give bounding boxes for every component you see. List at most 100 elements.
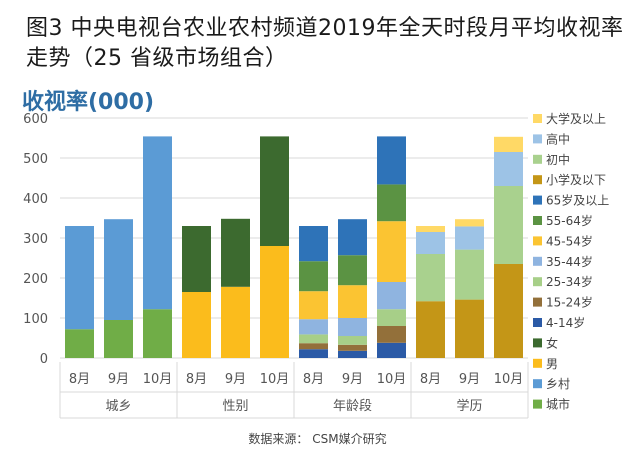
bar-segment: [377, 184, 406, 222]
bar-segment: [182, 226, 211, 292]
legend-swatch: [533, 277, 542, 287]
bar-segment: [221, 286, 250, 358]
bar-segment: [65, 329, 94, 358]
legend-label: 初中: [546, 152, 570, 167]
bar-segment: [455, 249, 484, 300]
y-tick-label: 0: [40, 352, 48, 367]
legend-swatch: [533, 358, 542, 368]
x-tick-label: 10月: [377, 372, 407, 387]
legend-swatch: [533, 134, 542, 144]
bar-segment: [299, 334, 328, 344]
bar-segment: [182, 292, 211, 358]
bar-segment: [104, 320, 133, 358]
legend-label: 小学及以下: [546, 172, 606, 187]
legend-label: 4-14岁: [546, 315, 585, 330]
legend-swatch: [533, 216, 542, 225]
chart-title: 图3 中央电视台农业农村频道2019年全天时段月平均收视率走势（25 省级市场组…: [26, 16, 624, 71]
group-label: 性别: [222, 399, 248, 414]
bar-segment: [377, 136, 406, 185]
y-axis-unit-label: 收视率(000): [22, 90, 155, 115]
legend-swatch: [533, 379, 542, 389]
x-tick-label: 9月: [225, 372, 246, 387]
legend-swatch: [533, 297, 542, 307]
x-tick-label: 10月: [494, 372, 524, 387]
legend-swatch: [533, 195, 542, 205]
bar-segment: [455, 219, 484, 227]
y-tick-label: 600: [23, 112, 48, 127]
y-tick-label: 200: [23, 272, 48, 287]
bar-segment: [338, 318, 367, 336]
legend-label: 城市: [546, 397, 570, 412]
legend-swatch: [533, 236, 542, 246]
bar-segment: [299, 226, 328, 262]
legend-swatch: [533, 154, 542, 164]
x-tick-label: 9月: [459, 372, 480, 387]
bar-segment: [299, 343, 328, 350]
x-tick-label: 8月: [420, 372, 441, 387]
bar-segment: [377, 309, 406, 326]
legend-label: 女: [546, 335, 558, 350]
y-tick-label: 300: [23, 232, 48, 247]
bar-segment: [455, 299, 484, 358]
y-tick-label: 500: [23, 152, 48, 167]
bar-segment: [260, 136, 289, 246]
legend-label: 55-64岁: [546, 213, 593, 228]
legend-swatch: [533, 114, 542, 123]
bar-segment: [338, 350, 367, 358]
bar-segment: [494, 186, 523, 264]
bar-segment: [416, 301, 445, 358]
x-tick-label: 10月: [260, 372, 290, 387]
bar-segment: [377, 282, 406, 310]
x-tick-label: 10月: [143, 372, 173, 387]
bar-segment: [416, 226, 445, 232]
legend-label: 男: [546, 357, 558, 371]
x-tick-label: 8月: [186, 372, 207, 387]
legend-swatch: [533, 318, 542, 327]
bar-segment: [416, 232, 445, 254]
bar-segment: [338, 344, 367, 351]
data-source-note: 数据来源： CSM媒介研究: [248, 432, 387, 446]
bar-segment: [494, 136, 523, 152]
legend-label: 45-54岁: [546, 233, 593, 248]
bar-segment: [221, 218, 250, 287]
y-tick-label: 400: [23, 192, 48, 207]
bar-segment: [260, 246, 289, 358]
group-label: 城乡: [105, 399, 131, 414]
bar-segment: [65, 226, 94, 330]
bar-segment: [377, 221, 406, 282]
x-tick-label: 8月: [303, 372, 324, 387]
legend-label: 15-24岁: [546, 295, 593, 310]
bar-segment: [494, 152, 523, 186]
bar-segment: [494, 264, 523, 358]
legend-label: 65岁及以上: [546, 193, 609, 208]
x-tick-label: 9月: [108, 372, 129, 387]
legend-swatch: [533, 256, 542, 266]
bar-segment: [299, 291, 328, 320]
legend-swatch: [533, 338, 542, 348]
bar-segment: [104, 219, 133, 320]
legend-label: 高中: [546, 131, 570, 146]
bar-segment: [299, 349, 328, 358]
bar-segment: [299, 319, 328, 335]
legend-label: 25-34岁: [546, 274, 593, 289]
bar-segment: [455, 226, 484, 250]
bar-segment: [338, 255, 367, 286]
bar-segment: [416, 254, 445, 302]
legend-label: 大学及以上: [546, 111, 606, 126]
bar-segment: [338, 219, 367, 256]
legend-swatch: [533, 175, 542, 185]
legend-label: 35-44岁: [546, 254, 593, 269]
bar-segment: [338, 285, 367, 318]
x-tick-label: 8月: [69, 372, 90, 387]
bar-segment: [338, 336, 367, 345]
bar-segment: [299, 261, 328, 292]
y-tick-label: 100: [23, 312, 48, 327]
group-label: 学历: [456, 398, 482, 414]
x-tick-label: 9月: [342, 372, 363, 387]
legend-label: 乡村: [546, 377, 570, 391]
group-label: 年龄段: [333, 399, 372, 414]
bar-segment: [143, 136, 172, 310]
bar-segment: [377, 342, 406, 358]
bar-segment: [377, 326, 406, 343]
